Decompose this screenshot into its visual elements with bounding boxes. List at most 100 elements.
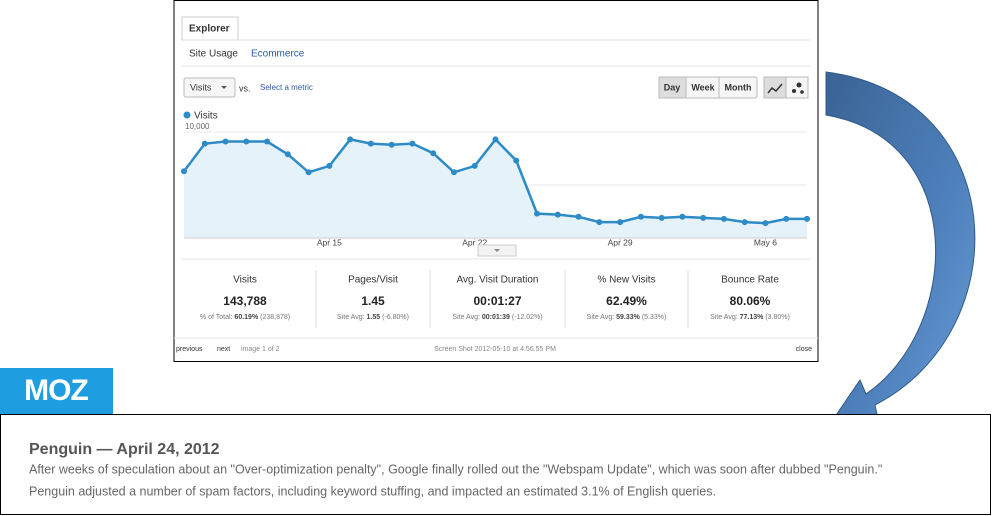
note-suffix: (3.80%) — [765, 314, 790, 321]
x-tick-label: May 6 — [754, 237, 777, 247]
metric-label: Visits — [233, 275, 257, 286]
y-tick-label: 10,000 — [185, 122, 210, 131]
metric-button[interactable] — [183, 77, 236, 98]
period-label[interactable]: Day — [664, 82, 681, 92]
metric-label: Avg. Visit Duration — [457, 275, 539, 286]
point — [720, 215, 727, 222]
legend-dot — [183, 111, 191, 119]
note-suffix: (238,878) — [260, 314, 290, 321]
point — [492, 136, 499, 143]
line-view-button[interactable] — [763, 76, 787, 99]
x-tick-label: Apr 29 — [608, 237, 633, 247]
note-value: 77.13% — [740, 314, 765, 321]
motion-view-button[interactable] — [785, 76, 809, 99]
vs-label: vs. — [239, 83, 251, 93]
note-value: 00:01:39 — [482, 314, 510, 321]
point — [243, 138, 250, 145]
note-prefix: Site Avg: — [587, 314, 615, 321]
period-label[interactable]: Week — [691, 82, 715, 92]
note-prefix: Site Avg: — [452, 314, 480, 321]
point — [534, 210, 541, 217]
metric-note: Site Avg: 59.33% (5.33%) — [587, 314, 667, 321]
handle-caret — [494, 249, 500, 252]
metric-label: % New Visits — [597, 275, 655, 286]
area — [184, 139, 807, 238]
x-tick-label: Apr 15 — [317, 237, 342, 247]
legend-label: Visits — [194, 111, 218, 122]
point — [222, 138, 229, 145]
point — [762, 220, 769, 227]
point — [617, 219, 624, 226]
line-icon — [767, 83, 783, 94]
motion-icon — [796, 82, 802, 88]
footer-close[interactable]: close — [796, 346, 812, 353]
point — [637, 213, 644, 220]
metric-note: Site Avg: 00:01:39 (-12.02%) — [452, 314, 542, 321]
point — [305, 169, 312, 176]
point — [450, 169, 457, 176]
point — [783, 215, 790, 222]
subtab[interactable]: Ecommerce — [251, 49, 305, 60]
curved-arrow — [825, 71, 976, 431]
note-prefix: Site Avg: — [710, 314, 738, 321]
metric-value: 00:01:27 — [473, 294, 521, 308]
point — [700, 214, 707, 221]
metric-value: 143,788 — [223, 294, 267, 308]
point — [575, 213, 582, 220]
point — [430, 150, 437, 157]
metric-value: 1.45 — [361, 294, 385, 308]
tab-label[interactable]: Explorer — [189, 24, 230, 35]
point — [596, 219, 603, 226]
moz-logo: MOZ — [24, 374, 88, 407]
period-label[interactable]: Month — [725, 82, 752, 92]
period-button-active[interactable] — [658, 76, 687, 99]
metric-button-label[interactable]: Visits — [190, 82, 212, 92]
point — [284, 151, 291, 158]
metric-note: % of Total: 60.19% (238,878) — [200, 314, 290, 321]
point — [471, 162, 478, 169]
metric-label: Pages/Visit — [348, 275, 398, 286]
point — [513, 157, 520, 164]
note-suffix: (5.33%) — [642, 314, 667, 321]
point — [409, 140, 416, 147]
note-prefix: Site Avg: — [337, 314, 365, 321]
note-prefix: % of Total: — [200, 314, 233, 321]
point — [264, 138, 271, 145]
point — [181, 168, 187, 175]
metric-value: 80.06% — [730, 294, 771, 308]
dropdown-caret — [221, 86, 227, 89]
point — [804, 215, 810, 222]
motion-icon — [792, 89, 796, 93]
moz-text-line: After weeks of speculation about an "Ove… — [29, 462, 882, 476]
point — [326, 162, 333, 169]
note-suffix: (-12.02%) — [512, 314, 543, 321]
point — [554, 211, 561, 218]
note-value: 60.19% — [234, 314, 259, 321]
point — [347, 136, 354, 143]
select-metric-link[interactable]: Select a metric — [260, 83, 313, 92]
footer-link[interactable]: next — [217, 346, 230, 353]
metric-note: Site Avg: 1.55 (-6.80%) — [337, 314, 409, 321]
note-suffix: (-6.80%) — [382, 314, 409, 321]
motion-icon — [800, 90, 804, 94]
point — [388, 141, 395, 148]
subtab[interactable]: Site Usage — [189, 49, 238, 60]
point — [741, 219, 748, 226]
moz-panel — [0, 414, 991, 515]
metrics-row: Visits 143,788 % of Total: 60.19% (238,878… — [200, 270, 790, 328]
moz-text-line: Penguin adjusted a number of spam factor… — [29, 484, 716, 498]
footer-link[interactable]: previous — [176, 346, 203, 353]
note-value: 59.33% — [616, 314, 641, 321]
point — [658, 214, 665, 221]
point — [201, 140, 208, 147]
moz-logo-bg — [0, 368, 113, 415]
metric-note: Site Avg: 77.13% (3.80%) — [710, 314, 790, 321]
footer-counter: image 1 of 2 — [241, 346, 280, 353]
point — [679, 213, 686, 220]
metric-value: 62.49% — [606, 294, 647, 308]
note-value: 1.55 — [367, 314, 381, 321]
metric-label: Bounce Rate — [721, 275, 779, 286]
